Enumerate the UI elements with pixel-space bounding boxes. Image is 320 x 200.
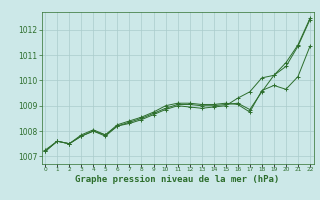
X-axis label: Graphe pression niveau de la mer (hPa): Graphe pression niveau de la mer (hPa) [76, 175, 280, 184]
